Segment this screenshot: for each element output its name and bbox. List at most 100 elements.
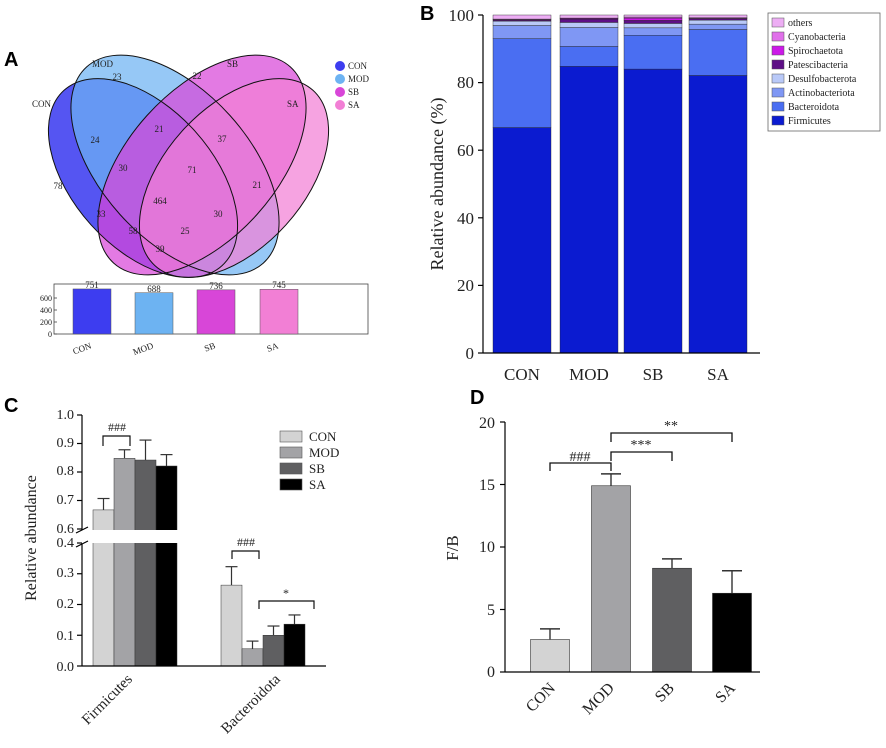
legend-label-con: CON	[348, 61, 368, 71]
d-xtick-label: CON	[523, 679, 559, 715]
legend-label-bacteroidota: Bacteroidota	[788, 102, 840, 113]
stacked-segment	[623, 20, 683, 24]
legend-label-patescibacteria: Patescibacteria	[788, 60, 849, 71]
c-sig-bracket	[258, 600, 315, 609]
d-bar	[712, 592, 752, 673]
legend-label-actinobacteriota: Actinobacteriota	[788, 88, 855, 99]
venn-region-value: 21	[155, 124, 164, 134]
venn-region-value: 30	[214, 209, 224, 219]
c-legend-label-sb: SB	[309, 461, 325, 476]
c-bar	[220, 584, 243, 667]
venn-region-value: 39	[156, 244, 166, 254]
totals-bar	[196, 289, 236, 335]
stacked-segment	[559, 46, 619, 67]
c-axis-break-gap	[84, 530, 324, 543]
fb-bar-chart: 0 5 10 15 20 F/B CON MOD SB SA ### *** *…	[443, 415, 760, 718]
stacked-bar-marks	[492, 14, 748, 354]
b-ytick-label: 100	[449, 6, 475, 25]
legend-swatch-firmicutes	[771, 115, 785, 126]
venn-region-value: 25	[181, 226, 191, 236]
c-ytick-label: 0.7	[57, 493, 75, 508]
stacked-segment	[559, 22, 619, 28]
totals-xtick-label: MOD	[132, 340, 156, 357]
c-axis-break-mark	[75, 540, 89, 548]
c-ytick-label: 0.3	[57, 566, 75, 581]
totals-ytick-label: 400	[40, 306, 52, 315]
stacked-segment	[623, 27, 683, 36]
legend-label-spirochaetota: Spirochaetota	[788, 46, 844, 57]
c-xtick-label: Firmicutes	[79, 671, 136, 728]
c-sig-bracket	[231, 550, 260, 559]
legend-label-cyanobacteria: Cyanobacteria	[788, 32, 846, 43]
totals-xtick-label: SA	[265, 340, 280, 354]
c-bar	[113, 458, 136, 667]
c-legend: CON MOD SB SA	[279, 429, 339, 492]
c-axis-break-mark	[75, 526, 89, 534]
stacked-segment	[623, 17, 683, 21]
stacked-segment	[688, 18, 748, 21]
c-sig-label: *	[283, 586, 289, 600]
b-ylabel: Relative abundance (%)	[427, 98, 448, 271]
grouped-bar-chart: 0.6 0.7 0.8 0.9 1.0 0.0 0.1 0.2 0.3 0.4 …	[23, 408, 339, 737]
legend-swatch-others	[771, 17, 785, 28]
stacked-segment	[492, 38, 552, 128]
legend-label-sb: SB	[348, 87, 359, 97]
d-bar	[591, 485, 631, 673]
c-sig-label: ###	[237, 535, 255, 549]
d-xtick-label: MOD	[579, 680, 617, 718]
b-ytick-label: 80	[457, 73, 474, 92]
totals-xtick-label: CON	[71, 340, 93, 356]
d-ytick-label: 0	[487, 664, 495, 681]
d-sig-label: ***	[631, 438, 652, 453]
legend-swatch-actinobacteriota	[771, 87, 785, 98]
stacked-segment	[688, 14, 748, 18]
b-legend: others Cyanobacteria Spirochaetota Pates…	[767, 12, 881, 132]
c-ytick-label: 0.9	[57, 436, 75, 451]
c-legend-swatch-sb	[279, 462, 303, 475]
stacked-segment	[688, 23, 748, 30]
c-ytick-label: 0.4	[57, 536, 75, 551]
venn-region-value: 21	[253, 180, 262, 190]
d-ylabel: F/B	[443, 535, 462, 561]
c-sig-label: ###	[108, 420, 126, 434]
c-ytick-label: 1.0	[57, 408, 75, 423]
c-ylabel: Relative abundance	[23, 475, 40, 601]
totals-ytick-label: 0	[48, 330, 52, 339]
venn-label-sa: SA	[287, 99, 299, 109]
c-ytick-label: 0.0	[57, 660, 75, 675]
legend-label-desulfobacterota: Desulfobacterota	[788, 74, 857, 85]
venn-label-sb: SB	[227, 59, 238, 69]
c-bar	[283, 623, 306, 667]
stacked-segment	[688, 29, 748, 76]
b-ytick-label: 20	[457, 276, 474, 295]
legend-swatch-spirochaetota	[771, 45, 785, 56]
venn-region-value: 78	[54, 181, 64, 191]
d-sig-bracket	[610, 432, 733, 442]
venn-region-value: 33	[97, 209, 107, 219]
stacked-segment	[559, 18, 619, 23]
c-legend-label-sa: SA	[309, 477, 326, 492]
totals-bar	[259, 289, 299, 335]
stacked-segment	[623, 14, 683, 18]
c-legend-swatch-mod	[279, 446, 303, 459]
c-legend-label-mod: MOD	[309, 445, 339, 460]
c-y-ticks	[77, 414, 82, 667]
totals-marks	[54, 288, 299, 335]
legend-swatch-desulfobacterota	[771, 73, 785, 84]
legend-label-firmicutes: Firmicutes	[788, 116, 831, 127]
venn-region-value: 464	[153, 196, 167, 206]
d-ytick-label: 10	[479, 539, 495, 556]
stacked-segment	[492, 25, 552, 39]
venn-outline-con	[47, 78, 239, 278]
stacked-segment	[492, 20, 552, 26]
d-y-ticks	[500, 421, 505, 673]
stacked-segment	[623, 35, 683, 70]
b-xtick-label: SA	[707, 365, 729, 384]
stacked-segment	[559, 14, 619, 19]
d-bar	[530, 639, 570, 673]
stacked-segment	[559, 27, 619, 47]
venn-legend: CON MOD SB SA	[335, 61, 370, 110]
c-sig-bracket	[102, 435, 131, 446]
venn-outline-mod	[70, 54, 280, 276]
